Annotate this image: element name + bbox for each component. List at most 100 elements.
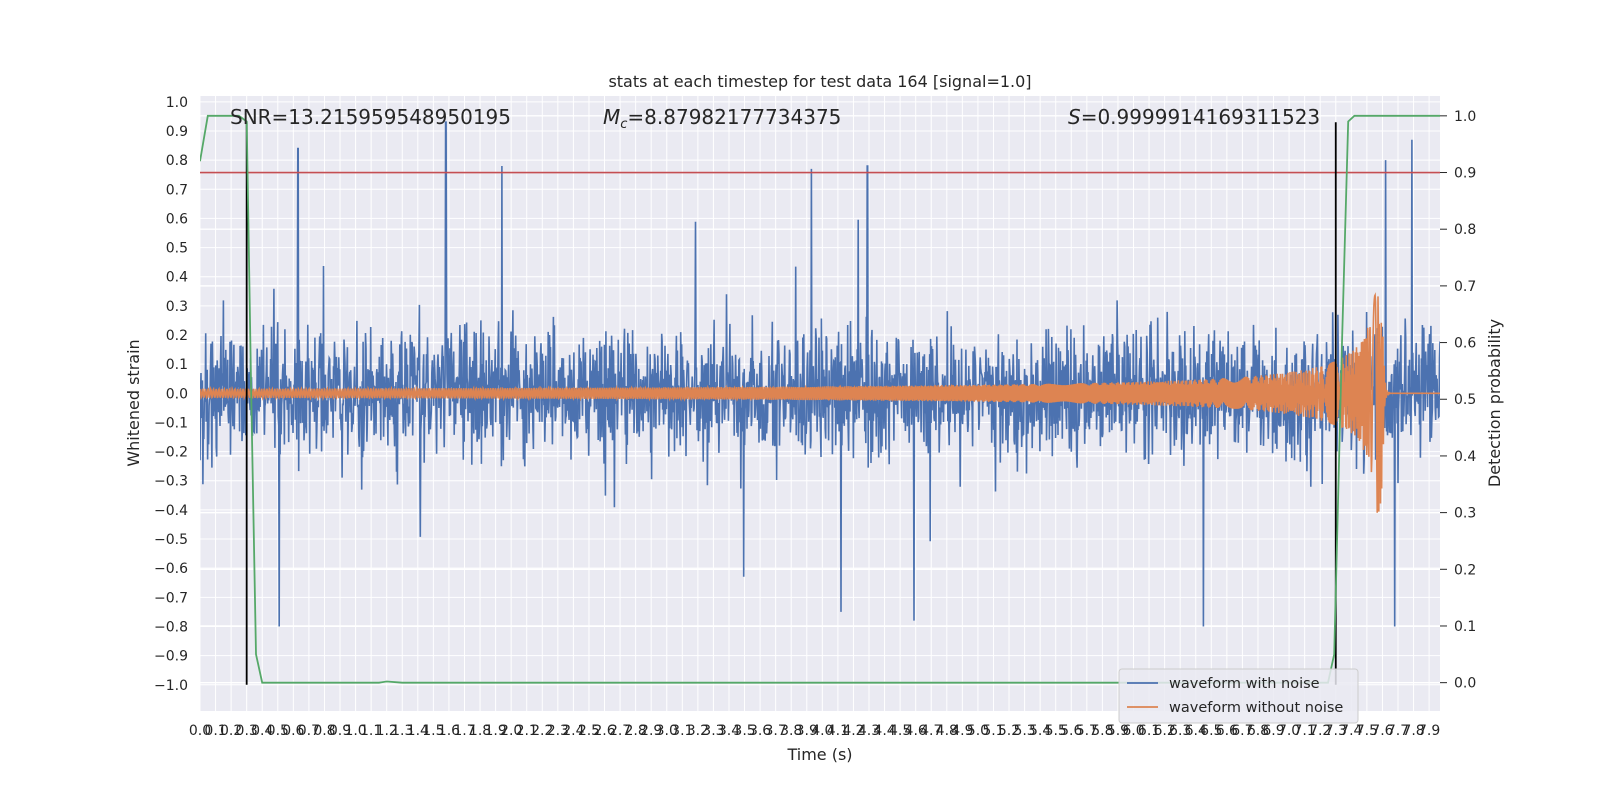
x-tick-label: 1.6 xyxy=(438,723,460,739)
x-tick-label: 4.2 xyxy=(842,723,864,739)
y-right-tick-label: 1.0 xyxy=(1454,109,1476,125)
x-tick-label: 2.5 xyxy=(578,723,600,739)
y-tick-label: −0.4 xyxy=(154,503,188,519)
x-tick-label: 2.8 xyxy=(625,723,647,739)
x-tick-label: 6.5 xyxy=(1200,723,1222,739)
x-tick-label: 3.9 xyxy=(796,723,818,739)
series-detection-probability xyxy=(200,114,1440,684)
x-tick-label: 0.3 xyxy=(236,723,258,739)
x-tick-label: 4.1 xyxy=(827,723,849,739)
x-tick-label: 4.3 xyxy=(858,723,880,739)
x-tick-label: 5.6 xyxy=(1060,723,1082,739)
y-tick-label: −0.1 xyxy=(154,415,188,431)
x-tick-label: 3.4 xyxy=(718,723,740,739)
x-tick-label: 7.8 xyxy=(1402,723,1424,739)
y-axis-left-ticks: 1.0 0.9 0.8 0.7 0.6 0.5 0.4 0.3 0.2 0.1 0.0 −0.1 −0.… xyxy=(154,95,188,694)
x-tick-label: 2.4 xyxy=(562,723,584,739)
x-tick-label: 2.2 xyxy=(531,723,553,739)
y-tick-label: −0.2 xyxy=(154,445,188,461)
annotation-snr: SNR=13.215959548950195 xyxy=(230,105,511,129)
y-right-tick-label: 0.1 xyxy=(1454,619,1476,635)
x-tick-label: 0.2 xyxy=(220,723,242,739)
x-tick-label: 0.9 xyxy=(329,723,351,739)
x-tick-label: 4.4 xyxy=(873,723,895,739)
x-tick-label: 7.1 xyxy=(1294,723,1316,739)
x-tick-label: 7.4 xyxy=(1340,723,1362,739)
y-right-tick-label: 0.9 xyxy=(1454,166,1476,182)
x-axis-label: Time (s) xyxy=(786,745,852,764)
x-tick-label: 5.2 xyxy=(998,723,1020,739)
x-tick-label: 0.0 xyxy=(189,723,211,739)
x-tick-label: 1.9 xyxy=(484,723,506,739)
x-tick-label: 3.6 xyxy=(749,723,771,739)
x-tick-label: 5.9 xyxy=(1107,723,1129,739)
y-tick-label: −0.9 xyxy=(154,649,188,665)
y-tick-label: 0.2 xyxy=(166,328,188,344)
y-right-tick-label: 0.7 xyxy=(1454,279,1476,295)
x-tick-label: 2.0 xyxy=(500,723,522,739)
x-tick-label: 1.3 xyxy=(391,723,413,739)
x-tick-label: 2.1 xyxy=(516,723,538,739)
x-tick-label: 7.3 xyxy=(1325,723,1347,739)
x-tick-label: 2.6 xyxy=(593,723,615,739)
x-tick-label: 5.3 xyxy=(1013,723,1035,739)
y-tick-label: 0.4 xyxy=(166,270,188,286)
x-tick-label: 0.8 xyxy=(313,723,335,739)
probability-line xyxy=(200,114,1440,684)
noise-line xyxy=(200,121,1440,627)
y-tick-label: −0.8 xyxy=(154,619,188,635)
x-tick-label: 7.7 xyxy=(1387,723,1409,739)
y-tick-label: 0.1 xyxy=(166,357,188,373)
y-right-tick-label: 0.0 xyxy=(1454,676,1476,692)
x-tick-label: 2.7 xyxy=(609,723,631,739)
x-tick-label: 0.4 xyxy=(251,723,273,739)
y-tick-label: 0.3 xyxy=(166,299,188,315)
x-tick-label: 5.5 xyxy=(1045,723,1067,739)
x-tick-label: 1.2 xyxy=(376,723,398,739)
y-tick-label: −0.6 xyxy=(154,561,188,577)
y-axis-label-right: Detection probability xyxy=(1485,319,1504,487)
y-right-tick-label: 0.3 xyxy=(1454,506,1476,522)
x-tick-label: 0.7 xyxy=(298,723,320,739)
y-tick-label: 0.7 xyxy=(166,182,188,198)
chart-title: stats at each timestep for test data 164… xyxy=(608,72,1031,91)
y-tick-label: 0.5 xyxy=(166,241,188,257)
x-tick-label: 3.5 xyxy=(733,723,755,739)
x-tick-label: 4.5 xyxy=(889,723,911,739)
x-tick-label: 6.8 xyxy=(1247,723,1269,739)
x-tick-label: 5.4 xyxy=(1029,723,1051,739)
y-right-tick-label: 0.2 xyxy=(1454,562,1476,578)
x-tick-label: 7.2 xyxy=(1309,723,1331,739)
x-tick-label: 1.5 xyxy=(422,723,444,739)
x-tick-label: 6.6 xyxy=(1216,723,1238,739)
x-tick-label: 4.9 xyxy=(951,723,973,739)
x-tick-label: 6.9 xyxy=(1262,723,1284,739)
x-tick-label: 0.1 xyxy=(204,723,226,739)
y-right-tick-label: 0.8 xyxy=(1454,222,1476,238)
annotation-chirp-mass: Mc=8.87982177734375 xyxy=(603,105,841,132)
x-tick-label: 7.5 xyxy=(1356,723,1378,739)
y-tick-label: −0.5 xyxy=(154,532,188,548)
x-tick-label: 1.7 xyxy=(453,723,475,739)
series-waveform-without-noise xyxy=(200,292,1440,513)
x-tick-label: 3.1 xyxy=(671,723,693,739)
y-tick-label: −0.3 xyxy=(154,474,188,490)
x-tick-label: 2.9 xyxy=(640,723,662,739)
x-tick-label: 6.3 xyxy=(1169,723,1191,739)
x-tick-label: 6.2 xyxy=(1153,723,1175,739)
y-tick-label: −1.0 xyxy=(154,678,188,694)
x-tick-label: 7.0 xyxy=(1278,723,1300,739)
x-tick-label: 6.7 xyxy=(1231,723,1253,739)
x-tick-label: 3.0 xyxy=(656,723,678,739)
y-tick-label: 1.0 xyxy=(166,95,188,111)
clean-line xyxy=(200,292,1440,513)
y-right-tick-label: 0.6 xyxy=(1454,336,1476,352)
y-axis-label-left: Whitened strain xyxy=(124,339,143,466)
x-tick-label: 7.6 xyxy=(1371,723,1393,739)
x-tick-label: 5.0 xyxy=(967,723,989,739)
x-tick-label: 2.3 xyxy=(547,723,569,739)
x-tick-label: 4.8 xyxy=(936,723,958,739)
x-tick-label: 1.1 xyxy=(360,723,382,739)
x-tick-label: 1.0 xyxy=(344,723,366,739)
